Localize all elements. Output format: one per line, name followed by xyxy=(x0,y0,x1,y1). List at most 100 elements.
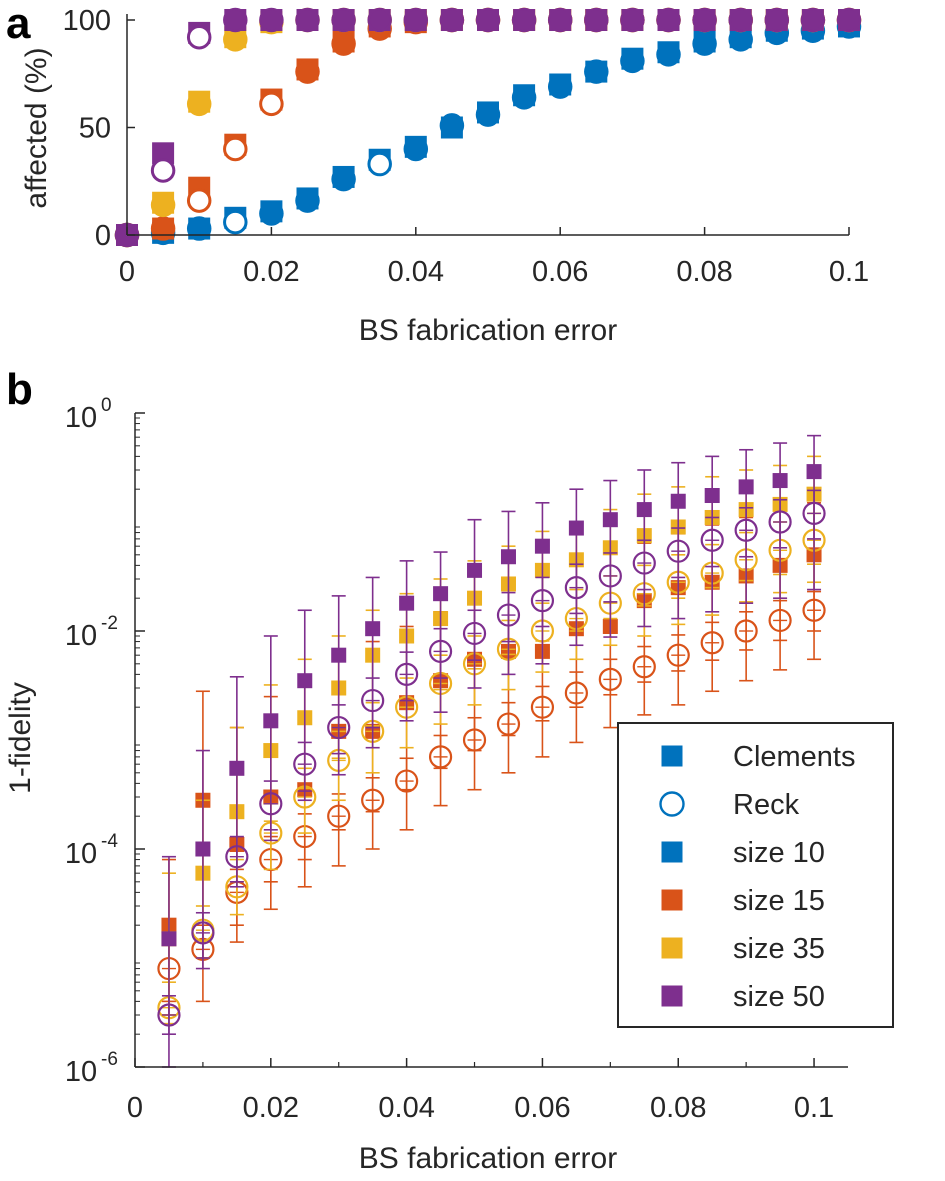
panel-b-point xyxy=(704,488,720,504)
panel-b-x-tick-label: 0.08 xyxy=(650,1092,706,1124)
panel-a-point xyxy=(475,7,501,33)
panel-b-x-tick-label: 0.02 xyxy=(243,1092,299,1124)
panel-b-plot xyxy=(157,434,826,1068)
panel-a-point xyxy=(295,59,320,84)
panel-b-point xyxy=(195,841,211,857)
panel-b-y-tick-exponent: 0 xyxy=(101,395,112,416)
panel-a-point xyxy=(547,7,573,33)
panel-a-point xyxy=(295,188,320,213)
panel-a-x-tick-label: 0.1 xyxy=(829,256,869,288)
panel-a-series-outline-7 xyxy=(151,25,211,183)
panel-b-point xyxy=(365,621,381,637)
legend-marker xyxy=(661,889,683,911)
legend-marker xyxy=(661,937,683,959)
panel-a-point xyxy=(331,7,356,33)
panel-b-point xyxy=(229,760,245,776)
panel-b-point xyxy=(433,586,449,602)
panel-b-y-tick-label: 10 xyxy=(65,402,97,434)
panel-a-point xyxy=(403,136,429,162)
panel-a-x-tick-label: 0.02 xyxy=(243,256,299,288)
legend-marker xyxy=(661,745,683,767)
panel-b-point xyxy=(738,479,754,495)
panel-b-y-tick-label: 10 xyxy=(65,1056,97,1088)
panel-a-series-outline-3 xyxy=(187,92,284,213)
panel-a-point xyxy=(656,7,681,33)
panel-b-ylabel: 1-fidelity xyxy=(4,682,37,794)
panel-b-x-tick-label: 0.1 xyxy=(794,1092,834,1124)
panel-b-letter: b xyxy=(6,365,33,414)
panel-b-point xyxy=(467,562,483,578)
panel-a-y-tick-label: 0 xyxy=(95,220,111,252)
panel-b-point xyxy=(772,473,788,489)
panel-a-point xyxy=(223,210,248,234)
panel-b-point xyxy=(670,493,686,509)
panel-a-xlabel: BS fabrication error xyxy=(359,314,617,347)
panel-a-point xyxy=(439,7,465,33)
panel-b-point xyxy=(806,464,822,480)
panel-b-point xyxy=(568,520,584,536)
panel-b-x-tick-label: 0 xyxy=(127,1092,143,1124)
panel-b-point xyxy=(636,502,652,518)
panel-a-point xyxy=(511,7,537,33)
panel-b-y-tick-exponent: -4 xyxy=(101,831,118,852)
panel-b-x-tick-label: 0.06 xyxy=(514,1092,570,1124)
panel-a-point xyxy=(259,92,284,116)
panel-a-point xyxy=(186,216,212,241)
panel-b-x-tick-label: 0.04 xyxy=(378,1092,434,1124)
panel-a-point xyxy=(151,158,175,183)
panel-a-point xyxy=(331,31,356,56)
panel-b-y-tick-label: 10 xyxy=(65,620,97,652)
panel-a-point xyxy=(836,7,862,33)
panel-a-point xyxy=(656,42,681,67)
panel-a-series-outline-1 xyxy=(223,152,392,234)
panel-b-xlabel: BS fabrication error xyxy=(359,1142,617,1175)
legend-label: size 15 xyxy=(733,885,825,917)
panel-a-y-tick-label: 100 xyxy=(63,5,111,37)
panel-a-point xyxy=(259,7,284,33)
panel-a-point xyxy=(800,7,826,33)
legend-box xyxy=(617,722,894,1028)
panel-a-point xyxy=(187,188,211,213)
panel-a-letter: a xyxy=(6,0,31,48)
panel-b-point xyxy=(399,595,415,611)
panel-b-point xyxy=(263,713,279,729)
panel-a-x-tick-label: 0.06 xyxy=(532,256,588,288)
panel-a-point xyxy=(728,7,753,33)
panel-b-point xyxy=(297,673,313,689)
panel-b-point xyxy=(534,538,550,554)
legend-label: size 10 xyxy=(733,837,825,869)
panel-a-point xyxy=(150,216,176,241)
panel-a-point xyxy=(764,7,790,33)
panel-a-point xyxy=(547,74,573,99)
legend-label: Clements xyxy=(733,741,856,773)
panel-b-series-5 xyxy=(161,434,822,1068)
panel-a-point xyxy=(692,7,717,33)
legend-label: Reck xyxy=(733,789,800,821)
panel-a-x-tick-label: 0.04 xyxy=(388,256,444,288)
panel-a-point xyxy=(511,85,537,110)
panel-a-plot xyxy=(114,7,862,248)
panel-a-axes: 0 0.02 0.04 0.06 0.08 0.1 0 50 100 xyxy=(63,5,870,288)
panel-a-point xyxy=(403,7,429,33)
panel-a-point xyxy=(620,7,645,33)
panel-b-point xyxy=(500,549,516,565)
legend-marker xyxy=(659,791,685,817)
panel-a-point xyxy=(367,152,392,176)
panel-b-point xyxy=(331,647,347,663)
panel-a-point xyxy=(186,91,212,117)
panel-a-ylabel: affected (%) xyxy=(20,47,53,208)
panel-a-point xyxy=(259,201,284,226)
panel-a-point xyxy=(223,7,248,33)
panel-a-point xyxy=(439,113,465,138)
panel-a-x-tick-label: 0 xyxy=(119,256,135,288)
panel-a-point xyxy=(367,7,392,33)
panel-b-point xyxy=(161,931,177,947)
panel-a-point xyxy=(187,25,211,49)
panel-a-series-0 xyxy=(116,15,860,246)
panel-a-point xyxy=(475,102,501,127)
legend-marker xyxy=(661,841,683,863)
panel-a-x-tick-label: 0.08 xyxy=(676,256,732,288)
panel-a-point xyxy=(620,48,645,74)
